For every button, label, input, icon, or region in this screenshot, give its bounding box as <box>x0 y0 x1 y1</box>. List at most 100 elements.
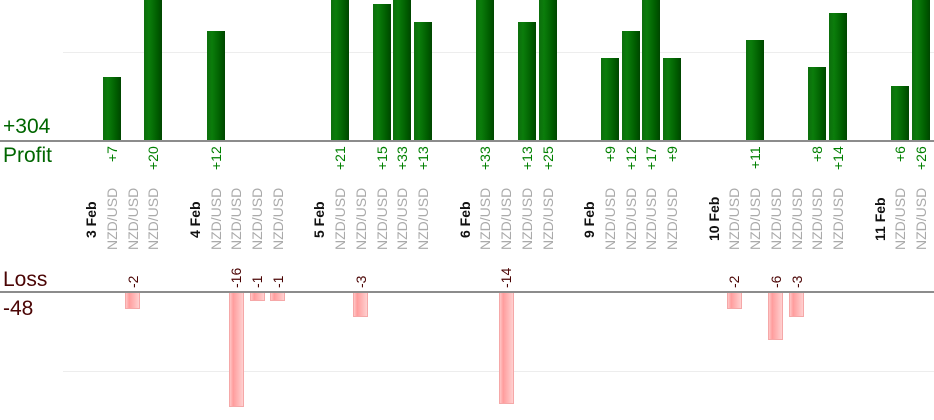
instrument-label: NZD/USD <box>539 187 556 250</box>
profit-value-label: +20 <box>145 146 162 170</box>
instrument-label: NZD/USD <box>373 187 390 250</box>
loss-bar <box>270 293 286 301</box>
profit-bar <box>808 67 827 140</box>
instrument-label: NZD/USD <box>207 187 224 250</box>
loss-total-label: -48 <box>3 297 34 320</box>
instrument-label: NZD/USD <box>830 187 846 250</box>
loss-bar <box>249 293 265 301</box>
loss-bar <box>228 293 244 407</box>
profit-bar <box>206 31 225 140</box>
profit-value-label: +12 <box>207 146 224 170</box>
instrument-label: NZD/USD <box>498 187 514 250</box>
profit-total-label: +304 <box>3 115 51 138</box>
profit-bar <box>144 0 163 140</box>
profit-bar <box>393 0 412 140</box>
profit-bar <box>600 58 619 140</box>
instrument-label: NZD/USD <box>747 187 763 250</box>
date-label: 3 Feb <box>83 200 99 238</box>
date-label: 6 Feb <box>456 200 473 238</box>
loss-value-label: -16 <box>228 267 245 288</box>
profit-gridline-plus10 <box>63 52 934 53</box>
instrument-label: NZD/USD <box>145 187 162 250</box>
instrument-label: NZD/USD <box>249 187 265 250</box>
profit-value-label: +26 <box>913 146 929 170</box>
loss-bar <box>726 293 742 309</box>
instrument-label: NZD/USD <box>788 187 805 250</box>
profit-value-label: +15 <box>373 146 390 170</box>
instrument-label: NZD/USD <box>601 187 618 250</box>
instrument-label: NZD/USD <box>809 187 826 250</box>
profit-bar <box>517 22 536 140</box>
loss-value-label: -2 <box>726 275 743 288</box>
instrument-label: NZD/USD <box>394 187 411 250</box>
loss-value-label: -3 <box>788 275 805 288</box>
date-label: 9 Feb <box>581 200 597 238</box>
profit-bar <box>746 40 764 140</box>
date-label: 5 Feb <box>311 200 328 238</box>
profit-bar <box>538 0 557 140</box>
profit-bar <box>331 0 349 140</box>
loss-bar <box>353 293 369 317</box>
instrument-label: NZD/USD <box>228 187 245 250</box>
instrument-label: NZD/USD <box>332 187 348 250</box>
instrument-label: NZD/USD <box>269 187 286 250</box>
profit-baseline <box>0 140 934 142</box>
profit-value-label: +12 <box>622 146 639 170</box>
instrument-label: NZD/USD <box>518 187 535 250</box>
profit-bar <box>102 76 121 140</box>
profit-value-label: +25 <box>539 146 556 170</box>
loss-value-label: -6 <box>767 275 784 288</box>
date-label: 10 Feb <box>705 196 722 241</box>
date-label: 4 Feb <box>186 200 203 238</box>
profit-value-label: +8 <box>809 146 826 162</box>
instrument-label: NZD/USD <box>913 187 929 250</box>
instrument-label: NZD/USD <box>352 187 369 250</box>
loss-bar <box>125 293 140 309</box>
profit-value-label: +9 <box>601 146 618 162</box>
profit-value-label: +14 <box>830 146 846 170</box>
instrument-label: NZD/USD <box>664 187 680 250</box>
profit-bar <box>663 58 681 140</box>
profit-bar <box>891 85 910 140</box>
profit-bar <box>912 0 930 140</box>
profit-value-label: +13 <box>415 146 431 170</box>
profit-bar <box>642 0 661 140</box>
profit-bar <box>414 22 432 140</box>
profit-value-label: +21 <box>332 146 348 170</box>
loss-bar <box>768 293 784 341</box>
loss-axis-label: Loss <box>3 268 48 291</box>
instrument-label: NZD/USD <box>415 187 431 250</box>
profit-value-label: +11 <box>747 146 763 169</box>
instrument-label: NZD/USD <box>103 187 120 250</box>
instrument-label: NZD/USD <box>622 187 639 250</box>
loss-value-label: -3 <box>352 275 369 288</box>
profit-value-label: +13 <box>518 146 535 170</box>
instrument-label: NZD/USD <box>124 187 141 250</box>
profit-value-label: +33 <box>394 146 411 170</box>
loss-bar <box>789 293 804 317</box>
profit-value-label: +7 <box>103 146 120 162</box>
profit-bar <box>476 0 495 140</box>
profit-bar <box>829 13 847 140</box>
profit-value-label: +6 <box>892 146 909 162</box>
loss-baseline <box>0 291 934 293</box>
loss-value-label: -2 <box>124 275 141 288</box>
loss-value-label: -14 <box>498 267 514 288</box>
profit-value-label: +17 <box>643 146 660 170</box>
loss-value-label: -1 <box>269 275 286 288</box>
date-label: 11 Feb <box>871 197 888 241</box>
instrument-label: NZD/USD <box>767 187 784 250</box>
instrument-label: NZD/USD <box>643 187 660 250</box>
instrument-label: NZD/USD <box>726 187 743 250</box>
profit-value-label: +33 <box>477 146 494 170</box>
profit-value-label: +9 <box>664 146 680 162</box>
loss-bar <box>498 293 514 404</box>
profit-axis-label: Profit <box>3 144 53 167</box>
instrument-label: NZD/USD <box>477 187 494 250</box>
loss-value-label: -1 <box>249 275 265 288</box>
profit-bar <box>372 3 391 140</box>
profit-bar <box>621 31 640 140</box>
instrument-label: NZD/USD <box>892 187 909 250</box>
